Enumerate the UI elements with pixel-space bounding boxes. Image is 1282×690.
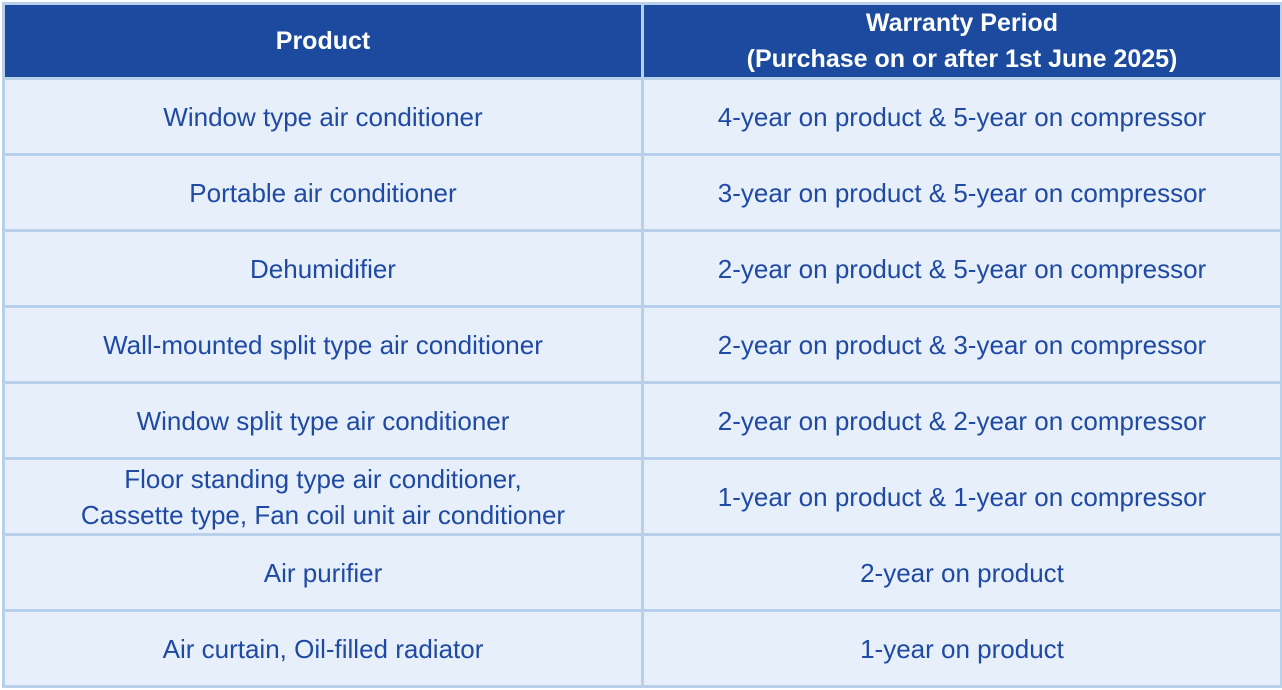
product-cell: Floor standing type air conditioner, Cass… <box>2 457 644 536</box>
table-row: Window type air conditioner 4-year on pro… <box>2 77 1282 156</box>
table-row: Wall-mounted split type air conditioner 2… <box>2 305 1282 384</box>
table-row: Dehumidifier 2-year on product & 5-year o… <box>2 229 1282 308</box>
cell-text: Cassette type, Fan coil unit air conditi… <box>80 499 566 530</box>
product-cell: Window type air conditioner <box>2 77 644 156</box>
cell-text: Wall-mounted split type air conditioner <box>103 329 543 360</box>
cell-text: Window split type air conditioner <box>136 405 510 436</box>
cell-text: 2-year on product <box>860 557 1064 588</box>
warranty-cell: 1-year on product & 1-year on compressor <box>641 457 1282 536</box>
table-row: Air purifier 2-year on product <box>2 533 1282 612</box>
cell-text: 2-year on product & 3-year on compressor <box>717 329 1207 360</box>
warranty-cell: 2-year on product & 3-year on compressor <box>641 305 1282 384</box>
warranty-cell: 2-year on product & 5-year on compressor <box>641 229 1282 308</box>
warranty-cell: 2-year on product <box>641 533 1282 612</box>
cell-text: Floor standing type air conditioner, <box>124 463 522 494</box>
product-cell: Window split type air conditioner <box>2 381 644 460</box>
cell-text: 3-year on product & 5-year on compressor <box>717 177 1207 208</box>
cell-text: Dehumidifier <box>250 253 396 284</box>
cell-text: 4-year on product & 5-year on compressor <box>717 101 1207 132</box>
cell-text: Product <box>275 27 371 55</box>
cell-text: Window type air conditioner <box>163 101 483 132</box>
product-cell: Air purifier <box>2 533 644 612</box>
product-cell: Portable air conditioner <box>2 153 644 232</box>
warranty-cell: 4-year on product & 5-year on compressor <box>641 77 1282 156</box>
table-row: Floor standing type air conditioner, Cass… <box>2 457 1282 536</box>
table-row: Window split type air conditioner 2-year … <box>2 381 1282 460</box>
header-row: Product Warranty Period (Purchase on or af… <box>2 2 1282 80</box>
table-row: Air curtain, Oil-filled radiator 1-year o… <box>2 609 1282 688</box>
header-cell: Product <box>2 2 644 80</box>
warranty-cell: 1-year on product <box>641 609 1282 688</box>
cell-text: 1-year on product & 1-year on compressor <box>717 481 1207 512</box>
cell-text: Air curtain, Oil-filled radiator <box>162 633 484 664</box>
product-cell: Air curtain, Oil-filled radiator <box>2 609 644 688</box>
cell-text: Portable air conditioner <box>189 177 457 208</box>
cell-text: (Purchase on or after 1st June 2025) <box>746 45 1178 73</box>
table-row: Portable air conditioner 3-year on produc… <box>2 153 1282 232</box>
cell-text: Air purifier <box>263 557 383 588</box>
product-cell: Dehumidifier <box>2 229 644 308</box>
cell-text: 2-year on product & 2-year on compressor <box>717 405 1207 436</box>
warranty-cell: 2-year on product & 2-year on compressor <box>641 381 1282 460</box>
header-cell: Warranty Period (Purchase on or after 1st… <box>641 2 1282 80</box>
product-cell: Wall-mounted split type air conditioner <box>2 305 644 384</box>
warranty-cell: 3-year on product & 5-year on compressor <box>641 153 1282 232</box>
cell-text: 2-year on product & 5-year on compressor <box>717 253 1207 284</box>
cell-text: 1-year on product <box>860 633 1064 664</box>
cell-text: Warranty Period <box>865 9 1059 37</box>
